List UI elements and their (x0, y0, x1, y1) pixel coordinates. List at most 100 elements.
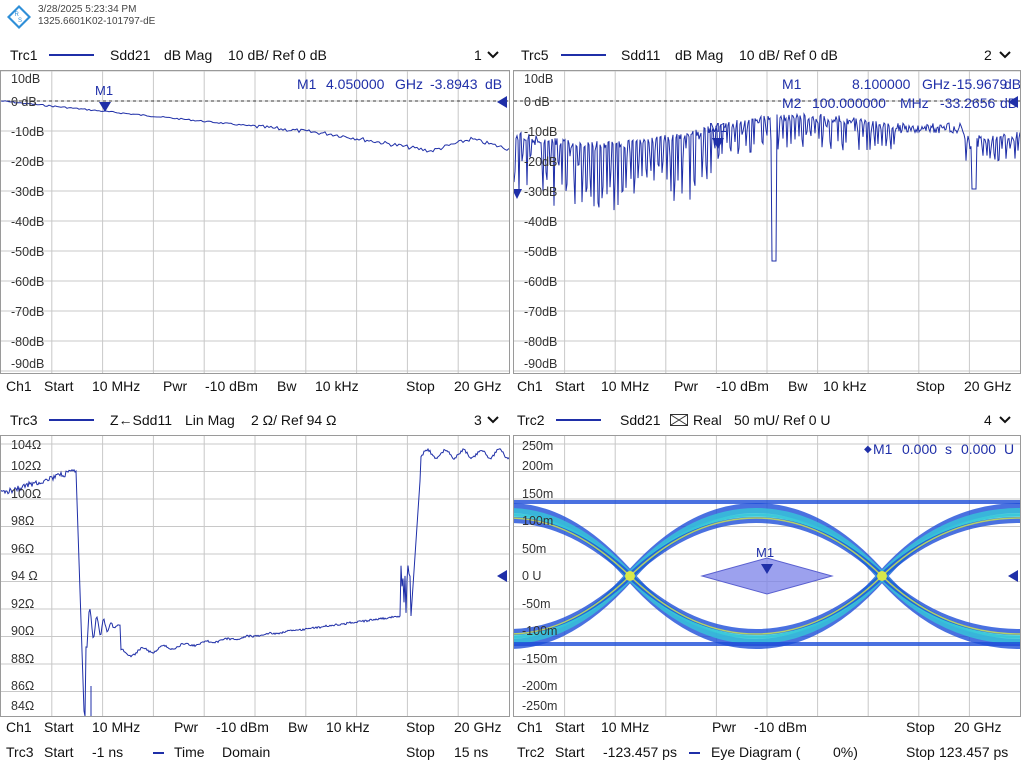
y-tick-label: 86Ω (11, 679, 35, 693)
y-tick-label: 102Ω (11, 459, 42, 473)
ref-level-label: 0 U (522, 569, 542, 583)
trace-plot (514, 71, 1020, 373)
trace-scale: 2 Ω/ Ref 94 Ω (251, 412, 337, 428)
trace-name: Trc3 (10, 412, 38, 428)
trace-header-trc2[interactable]: Trc2 Sdd21 Real 50 mU/ Ref 0 U 4 (513, 409, 1021, 431)
chevron-down-icon[interactable] (486, 415, 500, 425)
trace-line-icon (49, 54, 94, 56)
eye-trace (514, 517, 1020, 635)
y-tick-label: -80dB (11, 335, 45, 349)
trace-format: Real (693, 412, 722, 428)
y-tick-label: -60dB (524, 275, 558, 289)
y-tick-label: -80dB (524, 335, 558, 349)
trace-plot (1, 436, 509, 716)
y-tick-label: 100m (522, 514, 554, 528)
diagram-number: 3 (474, 412, 482, 428)
y-tick-label: 100Ω (11, 487, 42, 501)
impedance-trace (1, 447, 509, 716)
trace-header-trc3[interactable]: Trc3 Z←Sdd11 Lin Mag 2 Ω/ Ref 94 Ω 3 (0, 409, 508, 431)
eye-mask-diamond (700, 557, 834, 595)
channel-status-bar: Ch1 Start 10 MHz Pwr -10 dBm Bw 10 kHz S… (6, 378, 502, 394)
y-tick-label: 96Ω (11, 542, 35, 556)
trace-format: Lin Mag (185, 412, 235, 428)
instrument-header: R S 3/28/2025 5:23:34 PM 1325.6601K02-10… (0, 0, 1021, 34)
marker-triangle-icon (761, 564, 773, 574)
eye-diagram-status-bar: Trc2 Start -123.457 ps Eye Diagram ( 0%)… (517, 744, 1009, 760)
y-tick-label: -40dB (11, 215, 45, 229)
chevron-down-icon[interactable] (486, 50, 500, 60)
eye-crossing (877, 571, 887, 581)
y-tick-label: -90dB (524, 357, 558, 371)
y-tick-label: -150m (522, 652, 558, 666)
sdd11-trace (514, 112, 1020, 262)
marker-readout: ◆ M1 0.000 s 0.000 U (864, 441, 1015, 457)
marker-m1-label[interactable]: M1 (756, 545, 775, 560)
diagram-panel-3[interactable]: 104Ω 102Ω 100Ω 98Ω 96Ω 94 Ω 92Ω 90Ω 88Ω … (0, 435, 510, 717)
y-tick-label: 84Ω (11, 699, 35, 713)
channel-status-bar: Ch1 Start 10 MHz Pwr -10 dBm Bw 10 kHz S… (517, 378, 1012, 394)
y-tick-label: -250m (522, 699, 558, 713)
marker-triangle-icon (514, 189, 522, 199)
marker-triangle-icon (712, 138, 724, 149)
channel-status-bar: Ch1 Start 10 MHz Pwr -10 dBm Bw 10 kHz S… (6, 719, 502, 735)
diagram-panel-1[interactable]: 10dB 0 dB -10dB -20dB -30dB -40dB -50dB … (0, 70, 510, 374)
y-tick-label: 10dB (11, 72, 41, 86)
y-tick-label: -200m (522, 679, 558, 693)
y-tick-label: 92Ω (11, 597, 35, 611)
marker-dot-icon: ◆ (864, 444, 872, 455)
ref-level-label: 0 dB (524, 95, 550, 109)
ref-level-arrow-icon[interactable] (1008, 570, 1018, 582)
rohde-schwarz-logo-icon: R S (7, 5, 31, 29)
y-tick-label: -30dB (524, 185, 558, 199)
diagram-number: 1 (474, 47, 482, 63)
trace-header-trc1[interactable]: Trc1 Sdd21 dB Mag 10 dB/ Ref 0 dB 1 (0, 44, 508, 66)
ref-level-arrow-icon[interactable] (497, 570, 507, 582)
y-tick-label: -10dB (524, 125, 558, 139)
marker-m1-label[interactable]: M1 (709, 120, 728, 135)
trace-header-trc5[interactable]: Trc5 Sdd11 dB Mag 10 dB/ Ref 0 dB 2 (513, 44, 1021, 66)
trace-scale: 10 dB/ Ref 0 dB (228, 47, 327, 63)
diagram-number: 2 (984, 47, 992, 63)
marker-readout: M2 100.000000 MHz -33.2656 dB (782, 95, 1018, 111)
trace-scale: 50 mU/ Ref 0 U (734, 412, 831, 428)
trace-param: Sdd21 (110, 47, 151, 63)
datetime-label: 3/28/2025 5:23:34 PM (38, 4, 137, 15)
trace-line-icon (49, 419, 94, 421)
y-tick-label: -20dB (524, 155, 558, 169)
y-tick-label: -30dB (11, 185, 45, 199)
marker-m1-label[interactable]: M1 (95, 83, 114, 98)
y-tick-label: -50dB (524, 245, 558, 259)
eye-trace (514, 516, 1020, 636)
trace-name: Trc5 (521, 47, 549, 63)
trace-param: Z←Sdd11 (110, 412, 172, 428)
y-tick-label: -50dB (11, 245, 45, 259)
eye-crossing (625, 571, 635, 581)
trace-name: Trc2 (517, 412, 545, 428)
ref-level-arrow-icon[interactable] (1008, 96, 1018, 108)
sdd21-trace (1, 100, 509, 153)
y-tick-label: 90Ω (11, 624, 35, 638)
marker-readout: M1 8.100000 GHz -15.9679 dB (782, 76, 1021, 92)
y-tick-label: 150m (522, 487, 554, 501)
ref-level-arrow-icon[interactable] (497, 96, 507, 108)
trace-line-icon (556, 419, 601, 421)
y-tick-label: -20dB (11, 155, 45, 169)
y-tick-label: -70dB (524, 305, 558, 319)
y-tick-label: 88Ω (11, 652, 35, 666)
time-domain-status-bar: Trc3 Start -1 ns Time Domain Stop 15 ns (6, 744, 489, 760)
trace-scale: 10 dB/ Ref 0 dB (739, 47, 838, 63)
trace-line-icon (153, 752, 164, 754)
chevron-down-icon[interactable] (998, 415, 1012, 425)
chevron-down-icon[interactable] (998, 50, 1012, 60)
y-tick-label: 50m (522, 542, 547, 556)
channel-status-bar: Ch1 Start 10 MHz Pwr -10 dBm Stop 20 GHz (517, 719, 1002, 735)
eye-diagram-plot (514, 436, 1020, 716)
svg-text:S: S (18, 18, 22, 24)
diagram-number: 4 (984, 412, 992, 428)
diagram-panel-4[interactable]: 250m 200m 150m 100m 50m 0 U -50m -100m -… (513, 435, 1021, 717)
trace-format: dB Mag (675, 47, 724, 63)
trace-format: dB Mag (164, 47, 213, 63)
y-tick-label: -60dB (11, 275, 45, 289)
y-tick-label: 10dB (524, 72, 554, 86)
diagram-panel-2[interactable]: 10dB 0 dB -10dB -20dB -30dB -40dB -50dB … (513, 70, 1021, 374)
